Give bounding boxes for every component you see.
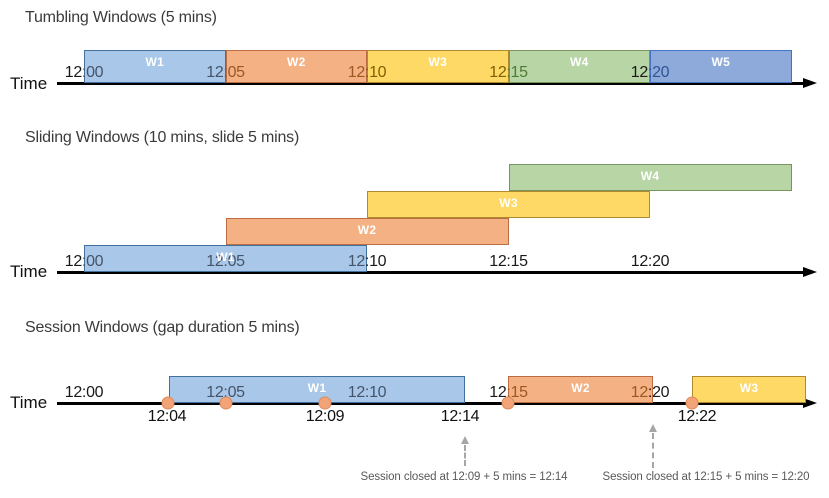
session-section-title: Session Windows (gap duration 5 mins) (25, 319, 300, 336)
arrow-dashed-stem (652, 433, 654, 468)
sliding-window-w3 (367, 191, 650, 218)
tumbling-tick-label-0: 12:00 (65, 65, 104, 81)
tumbling-timeline (57, 82, 803, 85)
session-tick-part: :15 (506, 384, 528, 401)
session-event-dot-0 (161, 396, 175, 410)
session-session-closed-arrow-icon-0 (461, 436, 469, 466)
sliding-tick-label-1: 12:05 (206, 254, 245, 270)
session-tick-label-3: 12:15 (489, 385, 528, 401)
session-tick-part: 12 (630, 384, 649, 401)
arrowhead-up-icon (461, 436, 469, 444)
session-event-dot-3 (501, 396, 515, 410)
tumbling-tick-label-1: 12:05 (206, 65, 245, 81)
session-tick-label-0: 12:00 (65, 385, 104, 401)
sliding-tick-part: 12:05 (206, 253, 245, 270)
sliding-tick-part: 12 (64, 253, 83, 270)
tumbling-window-w3 (367, 50, 509, 83)
sliding-tick-label-4: 12:20 (631, 254, 670, 270)
sliding-tick-part: 12:20 (630, 253, 670, 270)
sliding-tick-label-0: 12:00 (65, 254, 104, 270)
sliding-tick-part: 12:15 (489, 253, 528, 270)
tumbling-tick-part: 12 (630, 64, 649, 81)
session-tick-part: 12 (489, 384, 507, 401)
sliding-window-label-w4: W4 (640, 169, 660, 183)
sliding-window-label-w3: W3 (499, 196, 518, 210)
tumbling-window-w4 (508, 50, 650, 83)
session-session-closed-note-1: Session closed at 12:15 + 5 mins = 12:20 (602, 471, 810, 483)
session-event-time-label-1: 12:09 (305, 408, 345, 425)
sliding-tick-part: :00 (81, 253, 104, 270)
session-window-label-w1: W1 (307, 381, 327, 395)
session-tick-part: 12:00 (64, 384, 104, 401)
sliding-window-w4 (508, 164, 792, 191)
tumbling-window-label-w5: W5 (711, 55, 731, 69)
sliding-time-axis-label: Time (10, 262, 48, 281)
tumbling-tick-part: :10 (364, 64, 387, 81)
sliding-tick-part: :10 (364, 253, 387, 270)
tumbling-window-label-w1: W1 (145, 55, 165, 69)
tumbling-tick-part: :20 (647, 64, 670, 81)
session-event-time-label-0: 12:04 (147, 408, 187, 425)
session-event-dot-4 (685, 396, 699, 410)
session-session-closed-arrow-icon-1 (649, 424, 657, 468)
tumbling-tick-part: :00 (81, 64, 104, 81)
tumbling-time-axis-label: Time (10, 74, 48, 93)
session-tick-part: 12:10 (347, 384, 387, 401)
arrow-dashed-stem (464, 445, 466, 466)
sliding-timeline (57, 271, 803, 274)
session-tick-label-2: 12:10 (348, 385, 387, 401)
tumbling-window-w5 (650, 50, 792, 83)
session-window-label-w3: W3 (739, 381, 759, 395)
tumbling-tick-label-4: 12:20 (631, 65, 670, 81)
tumbling-timeline-arrowhead-icon (803, 78, 817, 88)
arrowhead-up-icon (649, 424, 657, 432)
session-tick-part: :20 (647, 384, 670, 401)
sliding-timeline-arrowhead-icon (803, 267, 817, 277)
session-timeline (57, 402, 803, 405)
session-timeline-arrowhead-icon (803, 398, 817, 408)
session-tick-part: 12:05 (206, 384, 245, 401)
session-event-time-label-2: 12:14 (440, 408, 480, 425)
sliding-window-label-w2: W2 (357, 223, 377, 237)
session-event-time-label-3: 12:22 (677, 408, 717, 425)
session-tick-label-4: 12:20 (631, 385, 670, 401)
session-window-w1 (169, 376, 465, 403)
tumbling-window-w2 (225, 50, 367, 83)
session-time-axis-label: Time (10, 393, 48, 412)
tumbling-section-title: Tumbling Windows (5 mins) (25, 9, 217, 26)
tumbling-tick-part: :05 (223, 64, 245, 81)
tumbling-tick-part: 12 (489, 64, 507, 81)
session-window-w3 (692, 376, 806, 403)
sliding-tick-label-3: 12:15 (489, 254, 528, 270)
session-window-label-w2: W2 (571, 381, 590, 395)
sliding-tick-label-2: 12:10 (348, 254, 387, 270)
tumbling-window-w1 (84, 50, 226, 83)
session-window-w2 (508, 376, 653, 403)
tumbling-tick-label-3: 12:15 (489, 65, 528, 81)
session-event-dot-2 (318, 396, 332, 410)
sliding-tick-part: 12 (347, 253, 366, 270)
sliding-window-label-w1: W1 (216, 250, 235, 264)
session-tick-label-1: 12:05 (206, 385, 245, 401)
tumbling-window-label-w2: W2 (286, 55, 306, 69)
tumbling-tick-part: 12 (347, 64, 366, 81)
tumbling-tick-part: 12 (64, 64, 83, 81)
tumbling-tick-label-2: 12:10 (348, 65, 387, 81)
tumbling-window-label-w3: W3 (428, 55, 448, 69)
tumbling-tick-part: 12 (206, 64, 224, 81)
tumbling-tick-part: :15 (506, 64, 528, 81)
session-session-closed-note-0: Session closed at 12:09 + 5 mins = 12:14 (360, 471, 568, 483)
tumbling-window-label-w4: W4 (569, 55, 589, 69)
sliding-window-w2 (225, 218, 509, 245)
sliding-window-w1 (84, 245, 367, 272)
sliding-section-title: Sliding Windows (10 mins, slide 5 mins) (25, 129, 300, 146)
session-event-dot-1 (219, 396, 232, 410)
